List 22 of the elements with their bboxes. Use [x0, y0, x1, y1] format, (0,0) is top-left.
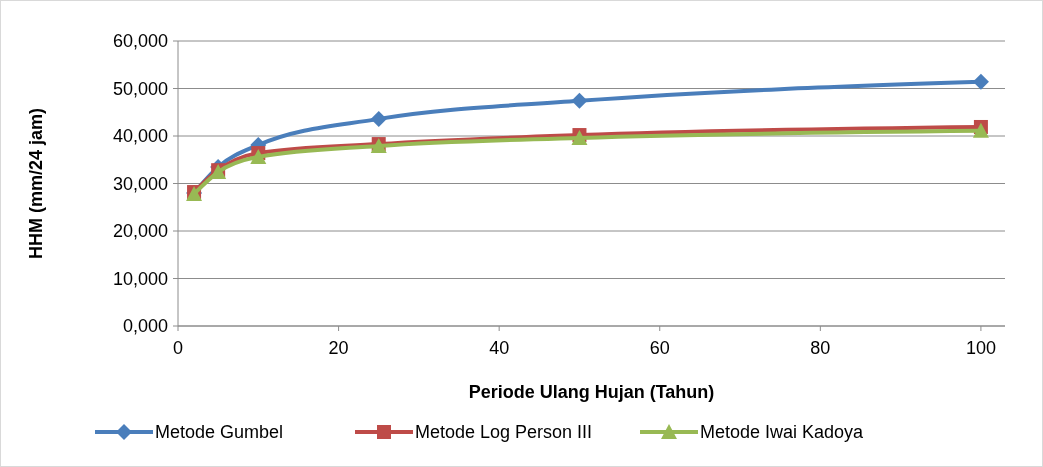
point — [370, 110, 387, 127]
legend-label: Metode Gumbel — [155, 422, 284, 443]
y-tick-label: 10,000 — [112, 268, 168, 289]
y-tick-label: 0,000 — [122, 316, 168, 337]
x-tick-label: 0 — [172, 338, 184, 358]
y-tick-label: 60,000 — [112, 31, 168, 52]
legend-label: Metode Log Person III — [415, 422, 593, 443]
x-tick-label: 80 — [810, 338, 831, 358]
y-tick-label: 40,000 — [112, 126, 168, 147]
x-tick-label: 100 — [965, 338, 996, 358]
y-tick-label: 30,000 — [112, 173, 168, 194]
x-tick-label: 40 — [489, 338, 510, 358]
x-tick-label: 60 — [649, 338, 670, 358]
y-axis-title: HHM (mm/24 jam) — [26, 107, 46, 260]
legend-label: Metode Iwai Kadoya — [700, 422, 865, 443]
y-tick-label: 20,000 — [112, 221, 168, 242]
x-axis-title: Periode Ulang Hujan (Tahun) — [468, 382, 715, 402]
x-tick-label: 20 — [328, 338, 349, 358]
point — [972, 122, 989, 138]
point — [571, 92, 588, 109]
y-tick-label: 50,000 — [112, 78, 168, 99]
point — [972, 73, 989, 90]
